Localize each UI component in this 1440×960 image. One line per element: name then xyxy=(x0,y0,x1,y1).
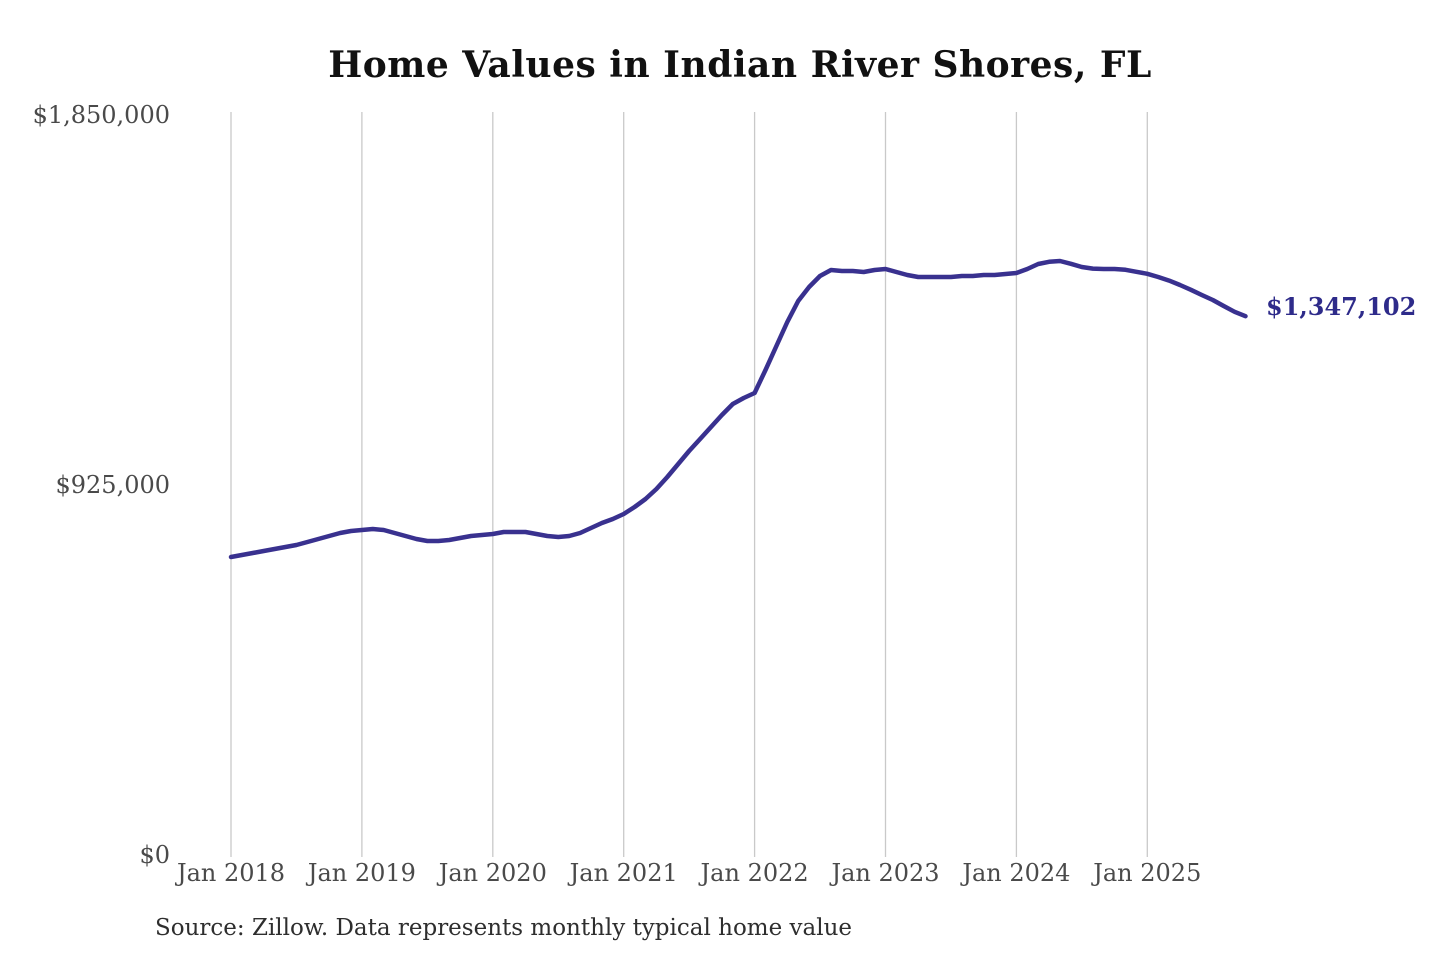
x-tick-label: Jan 2020 xyxy=(438,859,547,887)
chart-title: Home Values in Indian River Shores, FL xyxy=(328,44,1152,86)
y-tick-label: $0 xyxy=(139,841,170,869)
x-tick-label: Jan 2021 xyxy=(569,859,678,887)
latest-value-label: $1,347,102 xyxy=(1266,292,1417,321)
x-tick-label: Jan 2023 xyxy=(831,859,940,887)
x-tick-label: Jan 2024 xyxy=(962,859,1071,887)
gridline-group xyxy=(230,112,1148,857)
home-value-line xyxy=(228,258,1248,560)
source-note: Source: Zillow. Data represents monthly … xyxy=(155,915,853,941)
x-tick-label: Jan 2025 xyxy=(1093,859,1202,887)
y-tick-label: $925,000 xyxy=(55,471,170,499)
y-tick-label: $1,850,000 xyxy=(32,101,170,129)
x-tick-label: Jan 2019 xyxy=(307,859,416,887)
x-tick-label: Jan 2018 xyxy=(176,859,286,887)
x-tick-label: Jan 2022 xyxy=(700,859,809,887)
